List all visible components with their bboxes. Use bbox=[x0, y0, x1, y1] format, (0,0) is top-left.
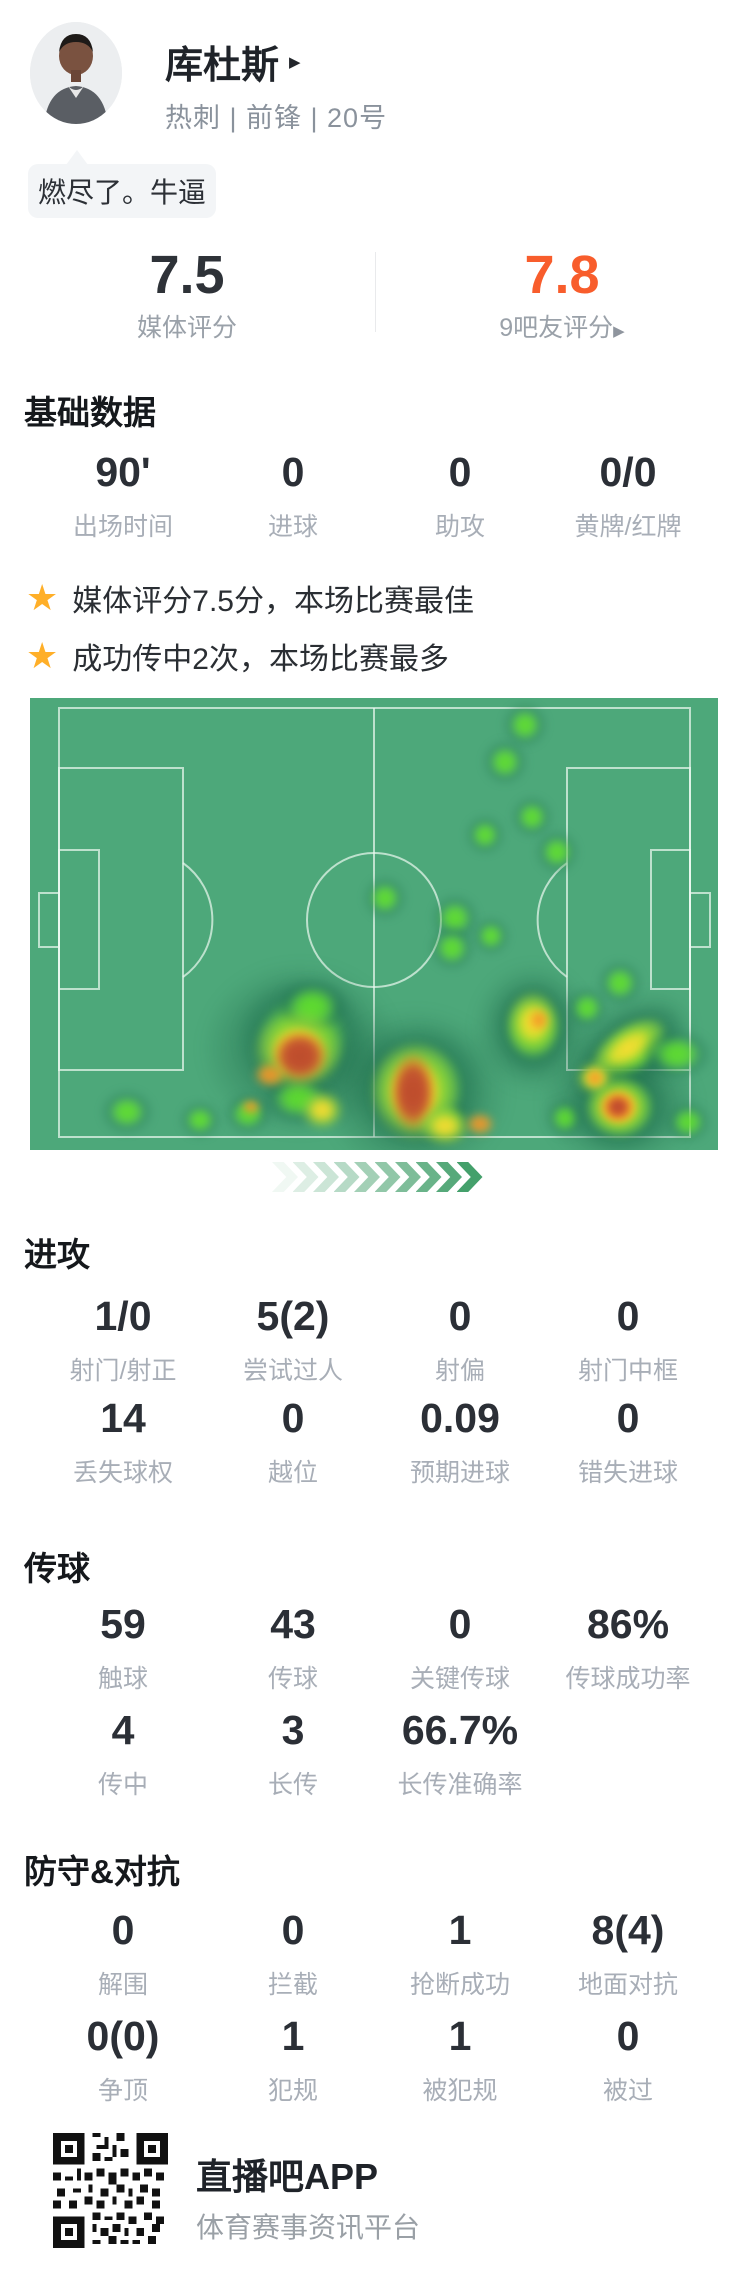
qr-code-image bbox=[53, 2133, 168, 2248]
fans-rating-link[interactable]: 9吧友评分▶ bbox=[442, 308, 682, 344]
heat-blob bbox=[465, 815, 505, 855]
pitch-lines bbox=[38, 707, 711, 1138]
heat-blob bbox=[179, 1101, 221, 1139]
section-title-attack: 进攻 bbox=[24, 1236, 90, 1273]
heat-blob bbox=[472, 917, 510, 955]
stat-tackles-won: 1 抢断成功 bbox=[409, 1907, 510, 2000]
heat-blob bbox=[253, 1062, 287, 1088]
stat-aerial-duels: 0(0) 争顶 bbox=[86, 2013, 160, 2106]
stat-offsides: 0 越位 bbox=[267, 1395, 318, 1488]
comment-bubble-tip bbox=[66, 150, 88, 165]
section-title-basic: 基础数据 bbox=[24, 394, 156, 431]
stat-goals: 0 进球 bbox=[267, 449, 318, 542]
heat-blob bbox=[482, 739, 528, 785]
stat-touches: 59 触球 bbox=[97, 1601, 148, 1694]
player-avatar[interactable] bbox=[30, 22, 122, 124]
stat-minutes: 90' 出场时间 bbox=[72, 449, 173, 542]
stat-fouls: 1 犯规 bbox=[267, 2013, 318, 2106]
star-icon: ★ bbox=[26, 577, 59, 618]
stat-dribbles: 5(2) 尝试过人 bbox=[242, 1293, 343, 1386]
stat-possession-lost: 14 丢失球权 bbox=[72, 1395, 173, 1488]
heat-blob bbox=[465, 1112, 495, 1136]
highlight-text: 成功传中2次，本场比赛最多 bbox=[72, 643, 449, 676]
stat-dribbled-past: 0 被过 bbox=[602, 2013, 653, 2106]
app-name: 直播吧APP bbox=[196, 2156, 379, 2197]
ratings-divider bbox=[375, 252, 376, 332]
heatmap-pitch bbox=[30, 698, 718, 1150]
heat-blob bbox=[535, 830, 579, 874]
star-icon: ★ bbox=[26, 635, 59, 676]
section-title-passing: 传球 bbox=[24, 1550, 90, 1587]
stat-shots: 1/0 射门/射正 bbox=[69, 1293, 177, 1386]
player-meta: 热刺 | 前锋 | 20号 bbox=[165, 103, 388, 133]
stat-long-ball-accuracy: 66.7% 长传准确率 bbox=[397, 1707, 523, 1800]
stat-cards: 0/0 黄牌/红牌 bbox=[574, 449, 682, 542]
stat-passes: 43 传球 bbox=[267, 1601, 318, 1694]
stat-pass-accuracy: 86% 传球成功率 bbox=[565, 1601, 691, 1694]
direction-arrows-icon bbox=[272, 1162, 502, 1192]
heat-blob bbox=[429, 925, 475, 971]
stat-shots-off: 0 射偏 bbox=[434, 1293, 485, 1386]
stat-fouled: 1 被犯规 bbox=[422, 2013, 498, 2106]
media-rating-value: 7.5 bbox=[149, 245, 225, 305]
chevron-right-icon bbox=[272, 1162, 298, 1192]
heat-blob bbox=[665, 1101, 711, 1143]
heat-blob bbox=[528, 1008, 550, 1032]
stat-woodwork: 0 射门中框 bbox=[577, 1293, 678, 1386]
stat-big-chances-missed: 0 错失进球 bbox=[577, 1395, 678, 1488]
highlight-text: 媒体评分7.5分，本场比赛最佳 bbox=[72, 585, 474, 618]
media-rating-label: 媒体评分 bbox=[136, 314, 237, 342]
stat-key-passes: 0 关键传球 bbox=[409, 1601, 510, 1694]
stat-crosses: 4 传中 bbox=[97, 1707, 148, 1800]
heat-blob bbox=[300, 1090, 344, 1130]
chevron-right-icon: ▶ bbox=[613, 323, 625, 340]
chevron-right-icon: ▶ bbox=[289, 53, 301, 71]
heat-blob bbox=[100, 1089, 154, 1135]
comment-bubble: 燃尽了。牛逼 bbox=[28, 164, 216, 218]
stat-long-balls: 3 长传 bbox=[267, 1707, 318, 1800]
stat-assists: 0 助攻 bbox=[434, 449, 485, 542]
highlight-item: ★ 成功传中2次，本场比赛最多 bbox=[26, 634, 449, 678]
stat-xg: 0.09 预期进球 bbox=[409, 1395, 510, 1488]
fans-rating-label: 9吧友评分 bbox=[499, 314, 614, 342]
app-tagline: 体育赛事资讯平台 bbox=[196, 2212, 421, 2243]
heat-blob bbox=[604, 1094, 632, 1120]
stat-ground-duels: 8(4) 地面对抗 bbox=[577, 1907, 678, 2000]
player-photo bbox=[30, 22, 122, 124]
stat-interceptions: 0 拦截 bbox=[267, 1907, 318, 2000]
heat-blob bbox=[511, 796, 553, 838]
player-name-link[interactable]: 库杜斯 ▶ bbox=[165, 34, 301, 89]
heat-blob bbox=[419, 1106, 471, 1146]
highlight-item: ★ 媒体评分7.5分，本场比赛最佳 bbox=[26, 576, 474, 620]
heat-blob bbox=[363, 876, 407, 920]
section-title-defense: 防守&对抗 bbox=[24, 1853, 180, 1890]
player-name: 库杜斯 bbox=[165, 45, 280, 87]
fans-rating-value: 7.8 bbox=[524, 245, 600, 305]
heat-blob bbox=[585, 1069, 605, 1087]
qr-code bbox=[53, 2133, 168, 2248]
stat-clearances: 0 解围 bbox=[97, 1907, 148, 2000]
heat-blob bbox=[241, 1099, 261, 1115]
